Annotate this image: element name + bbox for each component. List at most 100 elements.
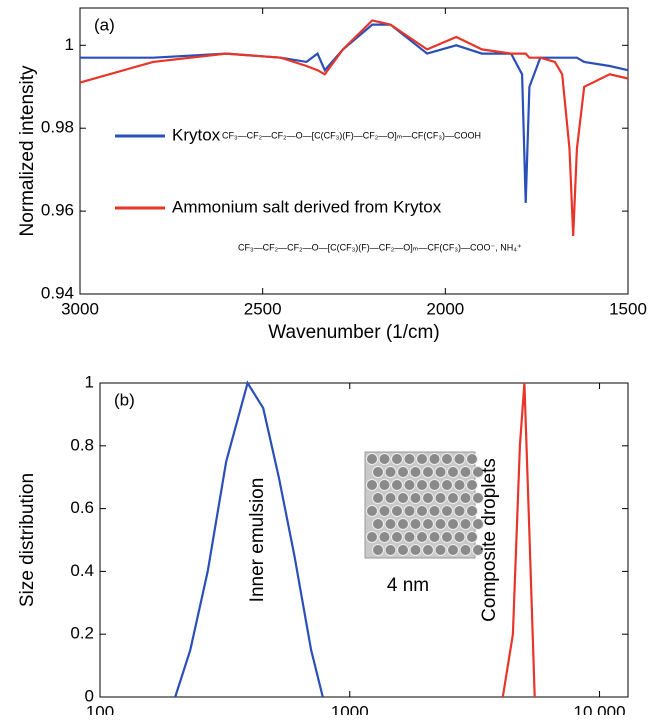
x-tick-label: 1500 [609,299,647,318]
particle [447,518,459,530]
particle [391,479,403,491]
particle [378,531,391,543]
particle [397,466,409,478]
particle [441,505,453,517]
particle [397,492,409,504]
particle [384,466,397,478]
particle [372,518,384,530]
panel-label: (a) [94,15,115,34]
particle [466,505,478,517]
x-tick-label: 100 [86,702,114,715]
particle [422,492,434,504]
series-line [174,380,324,698]
y-axis-label: Size distribution [17,473,38,607]
y-tick-label: 1 [65,35,74,54]
particle [447,544,459,556]
series-label: Composite droplets [479,458,500,622]
particle [378,453,391,465]
y-axis-label: Normalized intensity [17,65,38,237]
particle [428,531,441,543]
particle [459,544,472,556]
particle [372,492,384,504]
panel-label: (b) [114,390,135,409]
y-tick-label: 0.6 [70,498,94,517]
particle [366,453,378,465]
particle [453,479,466,491]
particle [453,531,466,543]
particle [466,531,478,543]
particle [384,544,397,556]
particle [472,466,484,478]
particle [391,531,403,543]
particle [422,518,434,530]
particle [441,453,453,465]
inset [364,451,484,559]
particle [472,492,484,504]
particle [459,492,472,504]
particle [403,453,416,465]
inset-label: 4 nm [387,575,429,596]
particle [403,479,416,491]
particle [428,479,441,491]
particle [459,466,472,478]
particle [434,492,447,504]
particle [366,505,378,517]
y-tick-label: 1 [85,372,94,391]
y-tick-label: 0.2 [70,624,94,643]
x-tick-label: 10,000 [574,702,626,715]
y-tick-label: 0.96 [41,201,74,220]
x-tick-label: 3000 [61,299,99,318]
particle [391,505,403,517]
particle [466,453,478,465]
series-line [501,382,536,698]
y-tick-label: 0.4 [70,561,94,580]
particle [372,466,384,478]
y-tick-label: 0.8 [70,435,94,454]
particle [397,518,409,530]
series-line [79,19,629,237]
series-label: Inner emulsion [247,478,268,603]
particle [384,492,397,504]
particle [428,453,441,465]
particle [441,531,453,543]
particle [366,531,378,543]
particle [472,518,484,530]
x-tick-label: 2500 [244,299,282,318]
plot-frame [99,382,629,698]
particle [453,505,466,517]
particle [416,505,428,517]
particle [416,531,428,543]
particle [397,544,409,556]
particle [416,479,428,491]
legend-label: Krytox [172,125,221,144]
particle [416,453,428,465]
y-tick-label: 0 [85,686,94,705]
particle [403,531,416,543]
particle [428,505,441,517]
particle [453,453,466,465]
particle [378,479,391,491]
particle [409,544,422,556]
particle [434,518,447,530]
structure: CF₃—CF₂—CF₂—O—[C(CF₃)(F)—CF₂—O]ₘ—CF(CF₃)… [238,242,522,252]
particle [472,544,484,556]
structure: CF₃—CF₂—CF₂—O—[C(CF₃)(F)—CF₂—O]ₘ—CF(CF₃)… [222,130,481,140]
particle [366,479,378,491]
particle [384,518,397,530]
particle [409,466,422,478]
x-tick-label: 1000 [331,702,369,715]
particle [447,492,459,504]
x-axis-label: Wavenumber (1/cm) [268,322,439,343]
particle [422,544,434,556]
particle [391,453,403,465]
particle [409,518,422,530]
particle [372,544,384,556]
particle [409,492,422,504]
y-tick-label: 0.94 [41,283,74,302]
particle [403,505,416,517]
particle [434,466,447,478]
particle [459,518,472,530]
series-line [80,23,629,203]
particle [434,544,447,556]
